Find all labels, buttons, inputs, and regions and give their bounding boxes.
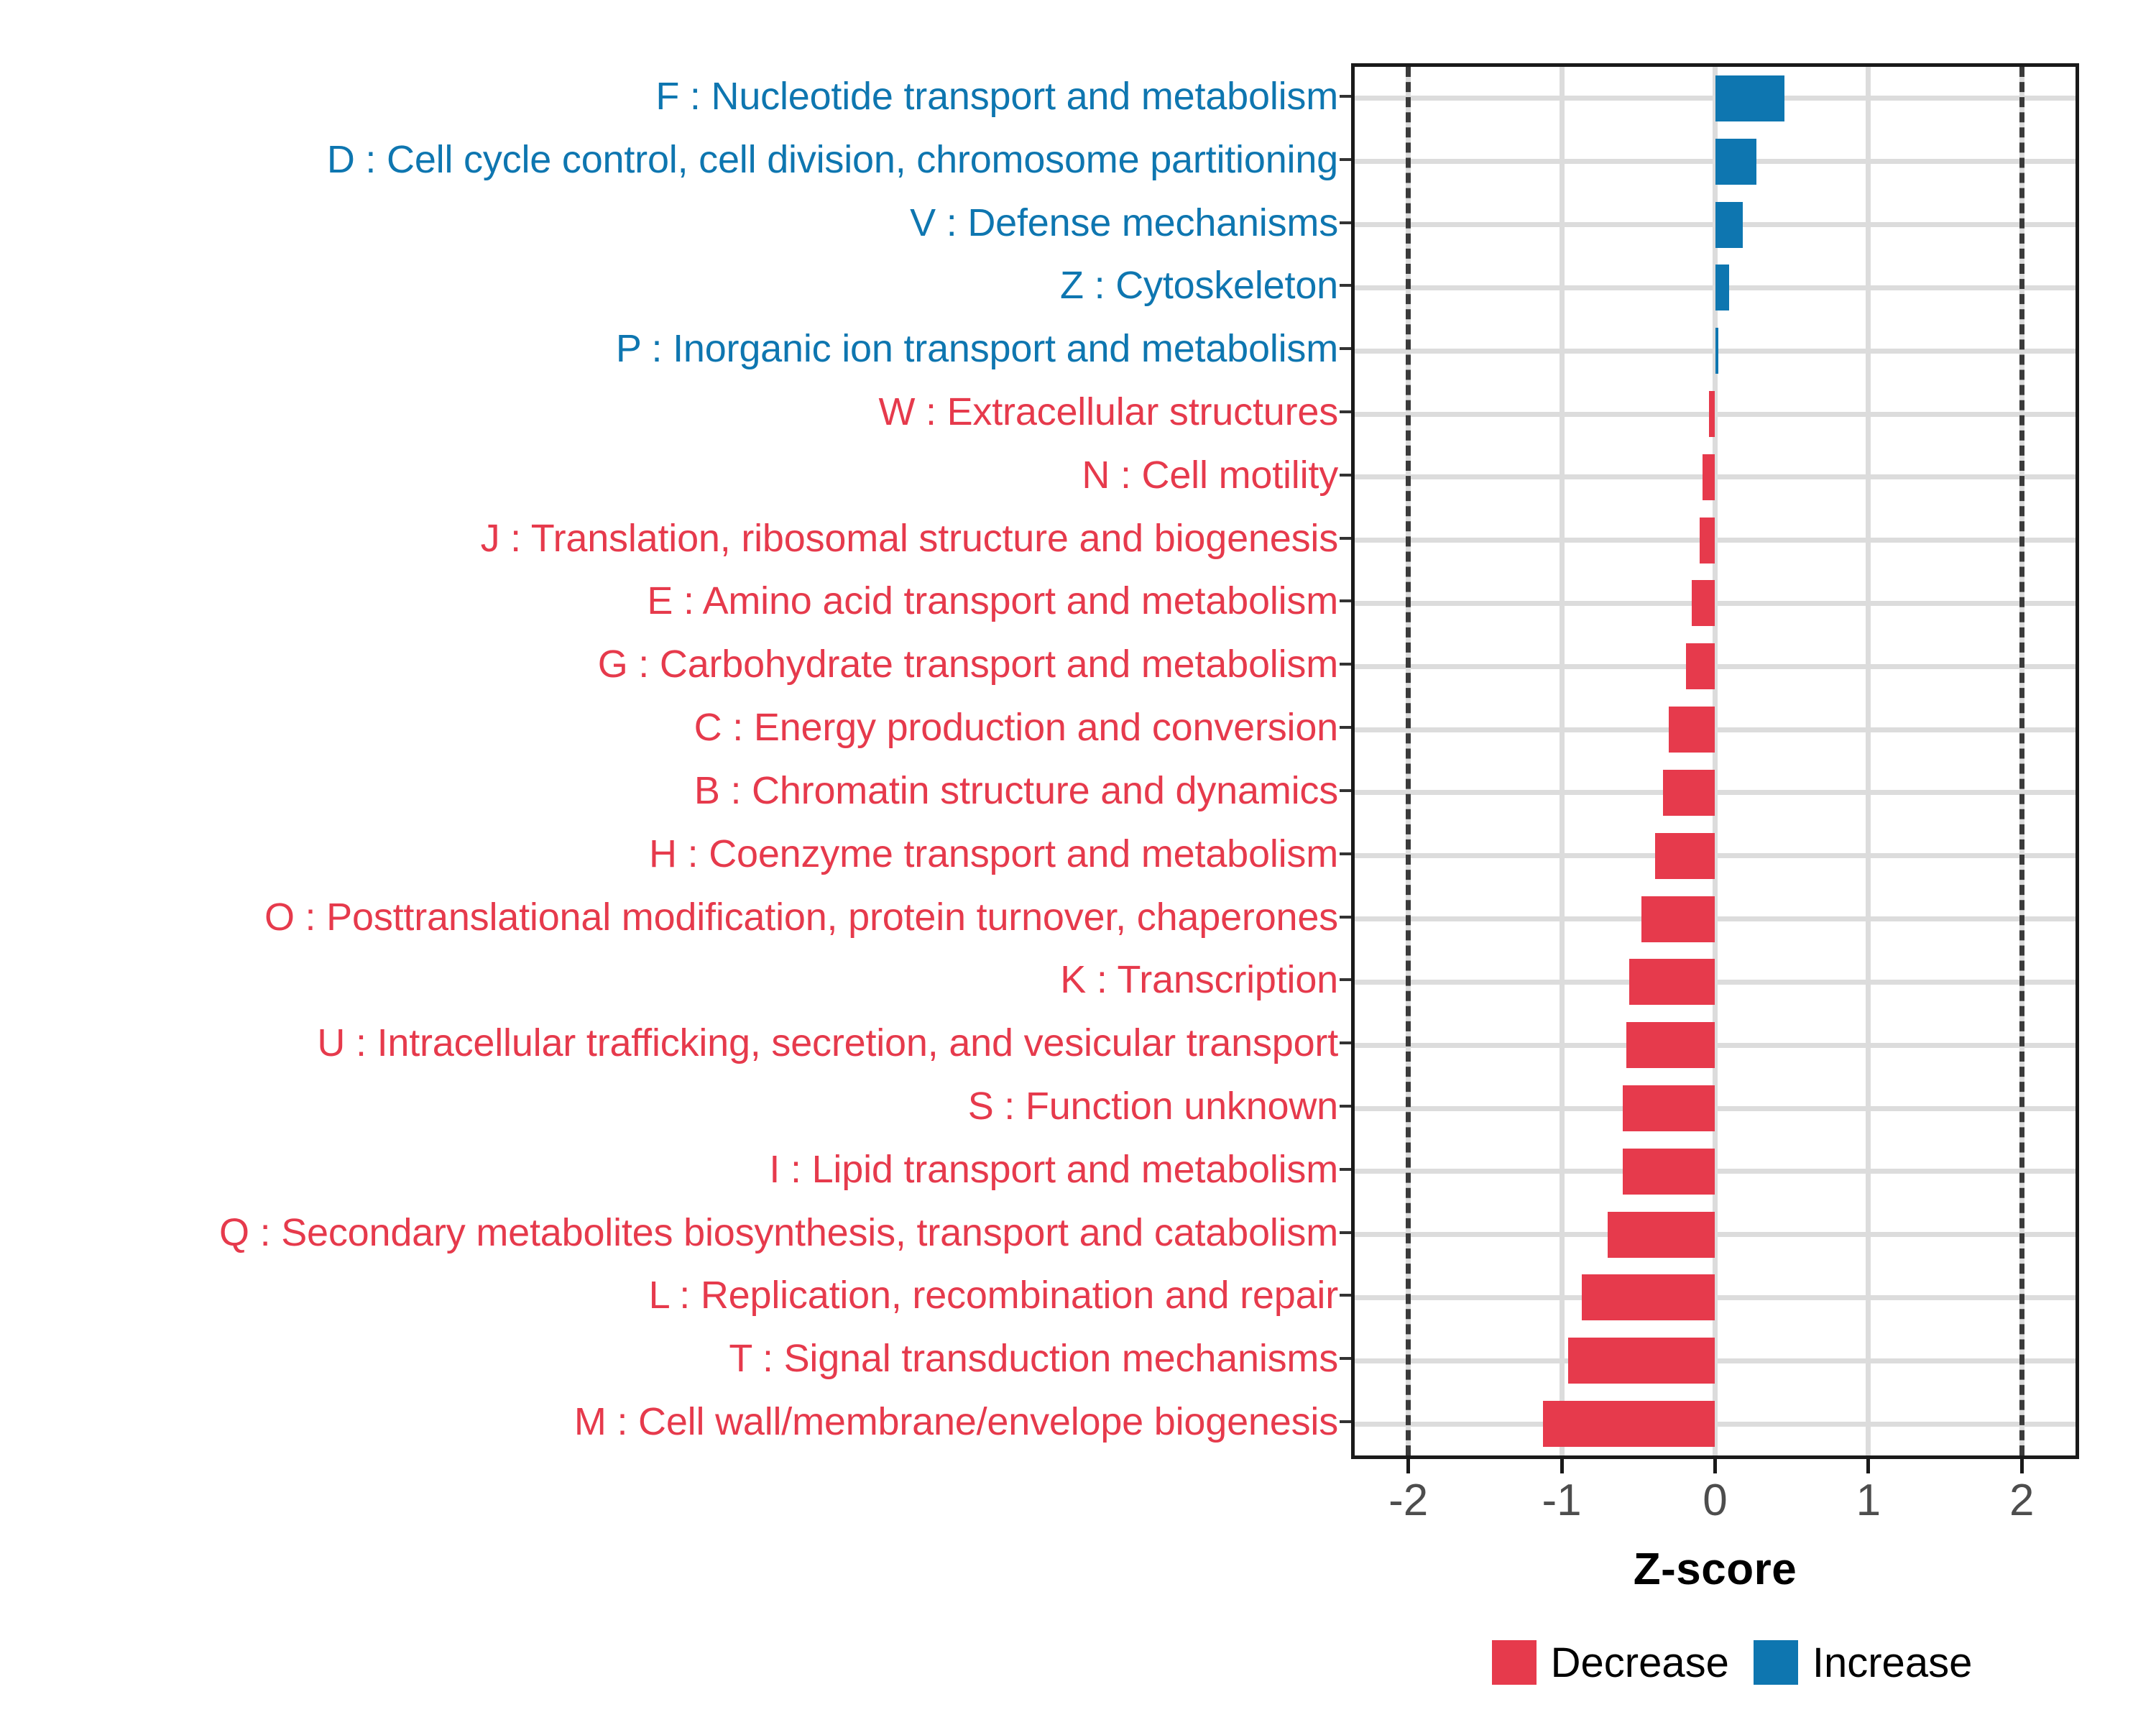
y-axis-tick	[1340, 915, 1351, 919]
y-axis-tick	[1340, 663, 1351, 666]
x-axis-tick	[2019, 1459, 2024, 1473]
y-axis-tick	[1340, 1230, 1351, 1234]
bar	[1567, 1338, 1715, 1384]
x-axis-title: Z-score	[1633, 1545, 1797, 1594]
y-axis-tick	[1340, 410, 1351, 413]
bar	[1708, 391, 1715, 437]
category-label: S : Function unknown	[967, 1085, 1339, 1128]
x-axis-tick	[1866, 1459, 1871, 1473]
y-axis-tick	[1340, 1357, 1351, 1361]
bar	[1662, 769, 1715, 816]
x-axis-tick-label: 0	[1703, 1476, 1728, 1525]
gridline-vertical	[1559, 67, 1565, 1455]
bar	[1641, 896, 1715, 942]
bar	[1685, 643, 1715, 690]
bar	[1543, 1401, 1715, 1448]
bar	[1626, 1022, 1715, 1069]
y-axis-tick	[1340, 221, 1351, 224]
category-label: K : Transcription	[1060, 958, 1338, 1002]
y-axis-tick	[1340, 1105, 1351, 1108]
threshold-line	[1406, 67, 1411, 1455]
bar	[1623, 1148, 1715, 1195]
legend-swatch-increase-icon	[1753, 1640, 1798, 1685]
legend: Decrease Increase	[1351, 1630, 2113, 1695]
category-label: Q : Secondary metabolites biosynthesis, …	[219, 1210, 1338, 1254]
y-axis-tick	[1340, 284, 1351, 288]
gridline-vertical	[1866, 67, 1871, 1455]
bar	[1715, 138, 1757, 185]
x-axis-tick	[1406, 1459, 1411, 1473]
y-axis-tick	[1340, 347, 1351, 351]
category-label: M : Cell wall/membrane/envelope biogenes…	[573, 1400, 1338, 1444]
category-label: C : Energy production and conversion	[694, 706, 1339, 750]
bar	[1608, 1211, 1715, 1258]
category-label: D : Cell cycle control, cell division, c…	[326, 137, 1338, 181]
category-label: J : Translation, ribosomal structure and…	[480, 516, 1339, 560]
x-axis-tick-label: 1	[1856, 1476, 1881, 1525]
bar	[1669, 707, 1715, 753]
bar	[1692, 580, 1715, 627]
category-label: H : Coenzyme transport and metabolism	[648, 832, 1338, 875]
threshold-line	[2019, 67, 2024, 1455]
y-axis-tick	[1340, 1167, 1351, 1171]
x-axis: -2 -1 0 1 2	[1351, 1459, 2079, 1552]
bar	[1703, 454, 1715, 500]
category-label: Z : Cytoskeleton	[1060, 264, 1338, 308]
legend-item-increase: Increase	[1753, 1639, 1973, 1687]
bar	[1715, 201, 1743, 248]
gridline-vertical	[1713, 67, 1718, 1455]
category-label: O : Posttranslational modification, prot…	[264, 895, 1338, 939]
category-label: V : Defense mechanisms	[910, 201, 1338, 244]
plot-panel	[1351, 63, 2079, 1459]
x-axis-tick-label: 2	[2009, 1476, 2035, 1525]
y-axis-tick	[1340, 726, 1351, 730]
y-axis-tick	[1340, 157, 1351, 161]
bar	[1581, 1274, 1715, 1321]
category-label: U : Intracellular trafficking, secretion…	[317, 1021, 1338, 1065]
bar	[1715, 75, 1784, 121]
category-label: B : Chromatin structure and dynamics	[694, 768, 1338, 812]
y-axis-tick	[1340, 1041, 1351, 1045]
y-axis-tick	[1340, 852, 1351, 855]
bar	[1628, 959, 1715, 1006]
y-axis-tick	[1340, 599, 1351, 603]
y-axis-tick	[1340, 94, 1351, 98]
category-label: N : Cell motility	[1082, 453, 1338, 497]
bar	[1700, 517, 1715, 564]
y-axis-tick	[1340, 536, 1351, 540]
category-label: W : Extracellular structures	[878, 390, 1338, 433]
legend-swatch-decrease-icon	[1491, 1640, 1537, 1685]
y-axis-tick	[1340, 788, 1351, 792]
legend-label-increase: Increase	[1812, 1639, 1973, 1686]
category-label: F : Nucleotide transport and metabolism	[655, 74, 1338, 118]
bar	[1715, 328, 1718, 374]
y-axis-tick	[1340, 1294, 1351, 1297]
x-axis-tick	[1560, 1459, 1564, 1473]
bar	[1715, 264, 1729, 311]
y-axis-tick	[1340, 1420, 1351, 1424]
category-label-column: F : Nucleotide transport and metabolism D…	[0, 65, 1351, 1452]
bar	[1623, 1085, 1715, 1131]
plot-area	[1355, 67, 2076, 1455]
category-label: E : Amino acid transport and metabolism	[647, 579, 1338, 623]
legend-label-decrease: Decrease	[1550, 1639, 1729, 1686]
x-axis-tick	[1713, 1459, 1717, 1473]
category-label: G : Carbohydrate transport and metabolis…	[597, 643, 1339, 686]
y-axis-tick	[1340, 978, 1351, 982]
category-label: I : Lipid transport and metabolism	[769, 1147, 1338, 1191]
category-label: P : Inorganic ion transport and metaboli…	[615, 327, 1338, 371]
bar	[1655, 832, 1715, 879]
category-label: L : Replication, recombination and repai…	[648, 1274, 1339, 1317]
legend-item-decrease: Decrease	[1491, 1639, 1729, 1687]
y-axis-tick	[1340, 473, 1351, 477]
x-axis-tick-label: -2	[1388, 1476, 1429, 1525]
category-label: T : Signal transduction mechanisms	[729, 1337, 1338, 1381]
x-axis-tick-label: -1	[1542, 1476, 1582, 1525]
